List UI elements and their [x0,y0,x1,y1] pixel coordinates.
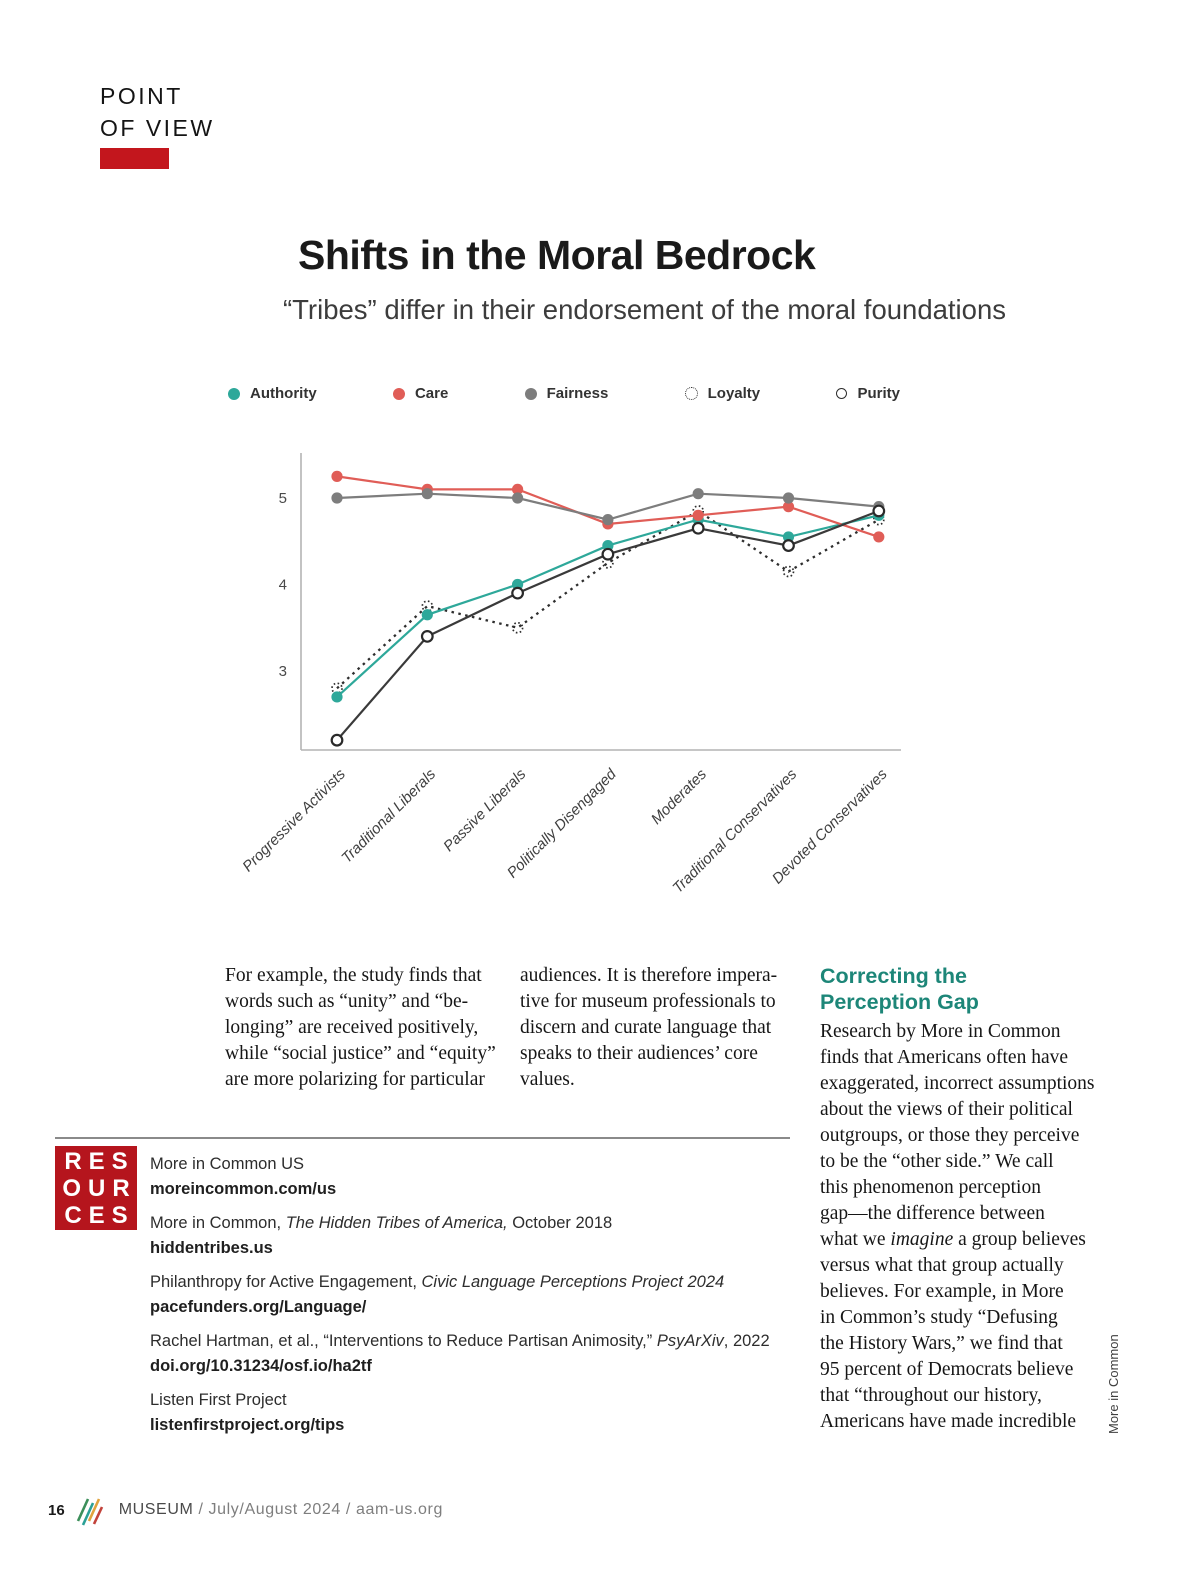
body-column-1: For example, the study finds that words s… [225,963,515,1093]
svg-text:Traditional Liberals: Traditional Liberals [338,765,439,866]
resources-badge: RES OUR CES [55,1146,137,1230]
resources-divider [55,1137,790,1139]
svg-text:Moderates: Moderates [648,765,710,827]
resource-title: More in Common US [150,1155,305,1173]
aam-logo-icon [76,1498,103,1526]
chart-legend: Authority Care Fairness Loyalty Purity [228,385,900,402]
resource-item: Rachel Hartman, et al., “Interventions t… [150,1329,810,1379]
footer-text: MUSEUM / July/August 2024 / aam-us.org [119,1501,443,1519]
page-number: 16 [48,1501,65,1519]
legend-label-loyalty: Loyalty [707,385,761,402]
legend-item-purity: Purity [836,385,900,402]
resource-title: Philanthropy for Active Engagement, Civi… [150,1273,725,1291]
resource-item: More in Common US moreincommon.com/us [150,1152,810,1202]
page-footer: 16 MUSEUM / July/August 2024 / aam-us.or… [48,1494,443,1526]
body-column-3: Correcting the Perception Gap Research b… [820,963,1110,1435]
column2-text: audiences. It is therefore impera-tive f… [520,965,778,1090]
section-heading: Correcting the Perception Gap [820,964,979,1014]
resource-link[interactable]: hiddentribes.us [150,1239,273,1257]
resource-title: Rachel Hartman, et al., “Interventions t… [150,1332,770,1350]
legend-item-loyalty: Loyalty [684,385,761,402]
fairness-dot-icon [524,387,537,400]
resource-link[interactable]: listenfirstproject.org/tips [150,1416,345,1434]
page-subtitle: “Tribes” differ in their endorsement of … [283,294,1007,325]
legend-label-fairness: Fairness [546,385,609,402]
body-column-2: audiences. It is therefore impera-tive f… [520,963,810,1093]
authority-dot-icon [228,387,240,400]
resource-title: More in Common, The Hidden Tribes of Ame… [150,1214,613,1232]
magazine-name: MUSEUM [118,1501,194,1518]
kicker-red-bar [100,148,169,169]
resource-link[interactable]: doi.org/10.31234/osf.io/ha2tf [150,1357,372,1375]
column3-text: Research by More in Common finds that Ame… [820,1021,1095,1432]
legend-item-care: Care [392,385,449,402]
legend-item-fairness: Fairness [524,385,609,402]
legend-label-purity: Purity [857,385,900,402]
svg-text:4: 4 [279,577,287,594]
resource-item: More in Common, The Hidden Tribes of Ame… [150,1211,810,1261]
care-dot-icon [392,387,405,400]
resource-item: Philanthropy for Active Engagement, Civi… [150,1270,810,1320]
svg-text:3: 3 [279,663,287,680]
svg-text:Passive Liberals: Passive Liberals [440,765,530,855]
italic-word: imagine [890,1229,954,1250]
section-kicker: POINT OF VIEW [100,80,215,144]
resource-link[interactable]: moreincommon.com/us [150,1180,337,1198]
resource-link[interactable]: pacefunders.org/Language/ [150,1298,367,1316]
page-title: Shifts in the Moral Bedrock [298,232,816,278]
chart-credit-vertical: More in Common [1106,1334,1121,1434]
svg-text:5: 5 [279,490,287,507]
legend-label-authority: Authority [250,385,317,402]
kicker-line-2: OF VIEW [100,115,215,141]
purity-open-circle-icon [836,388,848,399]
column1-text: For example, the study finds that words s… [225,965,496,1090]
resource-title: Listen First Project [150,1391,287,1409]
resource-item: Listen First Project listenfirstproject.… [150,1388,810,1438]
svg-text:Progressive Activists: Progressive Activists [239,765,349,875]
kicker-line-1: POINT [100,83,183,109]
legend-item-authority: Authority [228,385,317,402]
issue-info: / July/August 2024 / aam-us.org [193,1501,443,1518]
loyalty-dotted-circle-icon [684,387,698,400]
legend-label-care: Care [414,385,449,402]
resources-list: More in Common US moreincommon.com/us Mo… [150,1152,810,1438]
